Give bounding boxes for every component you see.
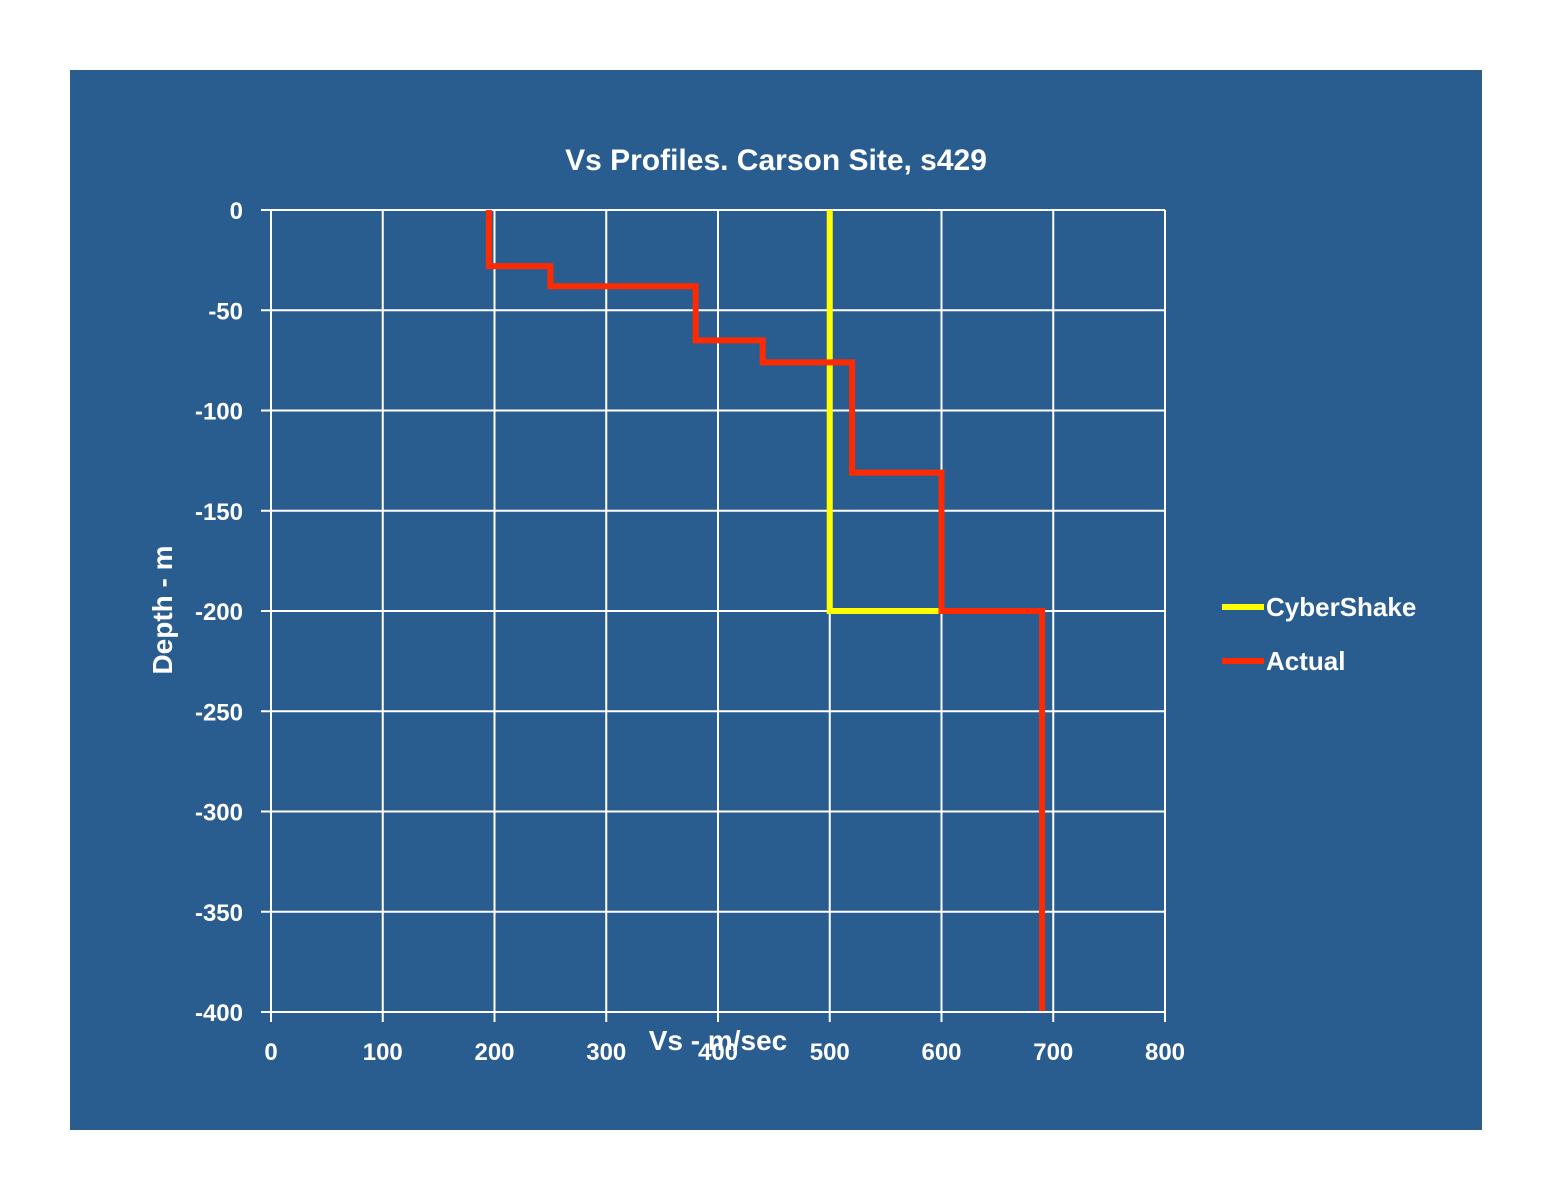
legend: CyberShake Actual xyxy=(1222,592,1416,676)
y-tick-label: -400 xyxy=(195,1000,243,1027)
legend-label-actual: Actual xyxy=(1266,646,1345,676)
x-tick-label: 400 xyxy=(698,1039,738,1066)
chart-title: Vs Profiles. Carson Site, s429 xyxy=(565,144,987,177)
axes xyxy=(261,209,1166,1022)
x-tick-label: 100 xyxy=(363,1039,403,1066)
x-tick-label: 800 xyxy=(1145,1039,1185,1066)
y-tick-label: -150 xyxy=(195,499,243,526)
y-tick-label: -300 xyxy=(195,800,243,827)
x-tick-label: 600 xyxy=(921,1039,961,1066)
y-axis-title: Depth - m xyxy=(147,545,178,674)
y-tick-label: -350 xyxy=(195,900,243,927)
y-tick-label: -50 xyxy=(208,298,243,325)
tick-labels: 0 100 200 300 400 500 600 700 800 0 -50 -100 -150 -20… xyxy=(195,198,1185,1066)
x-tick-label: 300 xyxy=(586,1039,626,1066)
x-tick-label: 200 xyxy=(474,1039,514,1066)
y-tick-label: -100 xyxy=(195,399,243,426)
series-line-cybershake xyxy=(826,210,942,614)
x-tick-label: 700 xyxy=(1033,1039,1073,1066)
series-layer xyxy=(485,210,1046,1012)
chart-panel xyxy=(70,70,1482,1130)
y-tick-label: -250 xyxy=(195,699,243,726)
series-line-actual xyxy=(485,210,1046,1012)
grid xyxy=(270,209,1166,1013)
y-tick-label: -200 xyxy=(195,599,243,626)
y-tick-label: 0 xyxy=(230,198,243,225)
legend-label-cybershake: CyberShake xyxy=(1266,592,1416,622)
x-tick-label: 0 xyxy=(264,1039,277,1066)
x-axis-title: Vs - m/sec xyxy=(649,1025,788,1056)
x-tick-label: 500 xyxy=(810,1039,850,1066)
